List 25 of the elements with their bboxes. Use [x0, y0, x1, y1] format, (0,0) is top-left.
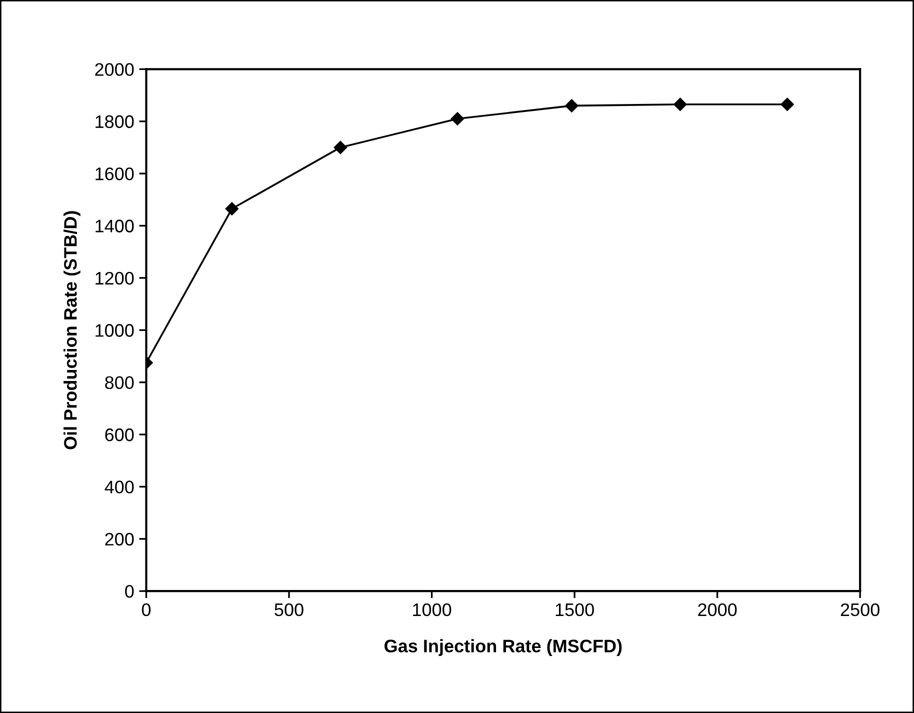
x-tick-label: 2500	[840, 603, 880, 616]
y-tick-label: 1200	[96, 272, 134, 285]
point	[674, 98, 687, 111]
y-tick-label: 1000	[96, 324, 134, 337]
y-tick-label: 200	[105, 532, 134, 546]
point	[450, 112, 464, 126]
x-tick-label: 0	[142, 603, 151, 616]
x-tick-label: 500	[274, 603, 304, 616]
point	[780, 98, 794, 111]
point	[225, 202, 238, 216]
y-tick-label: 800	[105, 376, 134, 390]
x-axis-title: Gas Injection Rate (MSCFD)	[384, 639, 622, 656]
point	[565, 99, 578, 112]
x-tick-label: 2000	[698, 603, 737, 616]
y-tick-label: 0	[125, 585, 134, 598]
y-axis-title: Oil Production Rate (STB/D)	[64, 211, 80, 450]
y-tick-label: 1800	[96, 115, 134, 128]
y-tick-label: 2000	[95, 63, 134, 76]
x-tick-label: 1000	[413, 603, 452, 616]
y-tick-label: 400	[104, 480, 134, 494]
y-tick-label: 600	[105, 428, 134, 442]
x-tick-label: 1500	[556, 603, 594, 616]
point	[334, 140, 347, 154]
y-tick-label: 1600	[96, 167, 134, 180]
y-tick-label: 1400	[96, 220, 134, 232]
